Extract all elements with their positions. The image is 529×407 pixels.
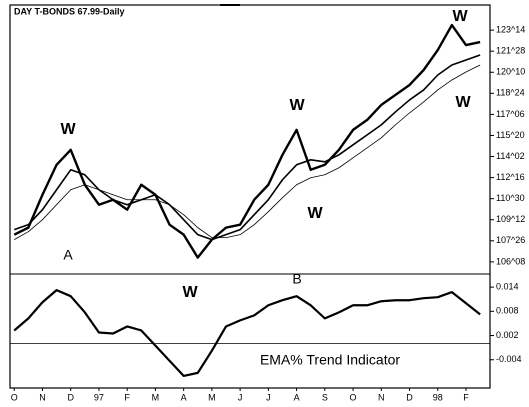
x-tick-label: S: [322, 392, 328, 402]
annotation: EMA% Trend Indicator: [260, 352, 400, 368]
series-line: [14, 64, 481, 240]
annotation: A: [63, 247, 73, 263]
x-tick-label: N: [378, 392, 385, 402]
annotation: W: [182, 284, 198, 301]
x-tick-label: J: [266, 392, 271, 402]
x-tick-label: M: [152, 392, 160, 402]
y-tick-label: 0.008: [496, 306, 519, 316]
y-tick-label: 106^08: [496, 256, 525, 266]
x-tick-label: D: [406, 392, 413, 402]
annotation: W: [452, 8, 468, 25]
y-tick-label: 110^30: [496, 193, 525, 203]
y-tick-label: 109^12: [496, 214, 525, 224]
annotation: W: [60, 121, 76, 138]
x-tick-label: N: [39, 392, 46, 402]
y-tick-label: 0.002: [496, 330, 519, 340]
y-tick-label: 118^24: [496, 88, 525, 98]
annotation: W: [289, 97, 305, 114]
x-tick-label: 98: [433, 392, 443, 402]
y-tick-label: 117^06: [496, 109, 525, 119]
x-tick-label: F: [463, 392, 469, 402]
series-line: [13, 289, 481, 377]
annotation: W: [455, 94, 471, 111]
x-tick-label: 97: [94, 392, 104, 402]
y-tick-label: 0.014: [496, 281, 519, 291]
x-tick-label: J: [238, 392, 243, 402]
series-line: [13, 23, 481, 259]
y-tick-label: 123^14: [496, 24, 525, 34]
y-tick-label: 107^26: [496, 235, 525, 245]
frame: [9, 4, 491, 389]
y-tick-label: 114^02: [496, 151, 525, 161]
x-tick-label: O: [350, 392, 357, 402]
x-tick-label: F: [124, 392, 130, 402]
x-tick-label: O: [11, 392, 18, 402]
x-tick-label: D: [67, 392, 74, 402]
annotation: W: [307, 205, 323, 222]
y-tick-label: -0.004: [496, 354, 522, 364]
y-tick-label: 120^10: [496, 67, 525, 77]
x-tick-label: A: [181, 392, 187, 402]
y-tick-label: 112^16: [496, 172, 525, 182]
annotation: B: [292, 271, 301, 287]
chart-title: DAY T-BONDS 67.99-Daily: [14, 6, 125, 16]
x-tick-label: M: [208, 392, 216, 402]
y-tick-label: 115^20: [496, 130, 525, 140]
x-tick-label: A: [294, 392, 300, 402]
series-line: [13, 54, 481, 241]
y-tick-label: 121^28: [496, 46, 525, 56]
